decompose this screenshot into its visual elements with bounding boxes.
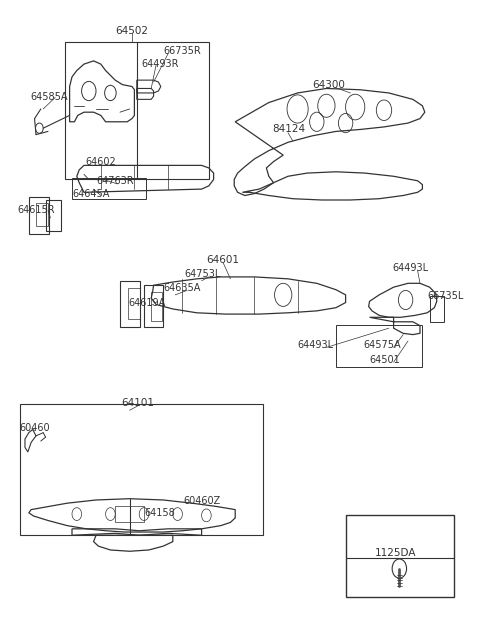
Text: 64585A: 64585A [30,92,68,103]
Bar [46,200,61,231]
Text: 64645A: 64645A [72,189,109,199]
Text: 64493L: 64493L [298,340,334,350]
Text: 1125DA: 1125DA [374,548,416,558]
Text: 64635A: 64635A [163,283,201,294]
Text: 84124: 84124 [273,124,306,135]
Text: 64101: 64101 [121,397,154,408]
Text: 64493L: 64493L [393,263,429,273]
Bar [151,292,162,320]
Text: 64753L: 64753L [185,269,221,279]
Text: 64158: 64158 [144,508,175,518]
Text: 64493R: 64493R [142,59,179,69]
Bar [120,281,140,327]
Text: 64763R: 64763R [96,176,133,187]
Bar [65,42,209,179]
Bar [29,197,49,234]
Text: 64601: 64601 [206,254,240,265]
Text: 66735L: 66735L [427,291,464,301]
Text: 64615R: 64615R [18,205,55,215]
Bar [430,296,444,322]
Text: 60460Z: 60460Z [183,496,221,506]
Text: 64501: 64501 [370,355,400,365]
Text: 64602: 64602 [85,157,116,167]
Text: 64575A: 64575A [363,340,400,350]
Text: 60460: 60460 [19,423,50,433]
Bar [115,506,144,522]
Bar [336,325,422,367]
Text: 64300: 64300 [312,79,345,90]
Bar [144,285,163,327]
Bar [20,404,263,535]
Text: 66735R: 66735R [163,46,201,56]
Text: 64502: 64502 [115,26,148,36]
Text: 64619A: 64619A [129,298,166,308]
Bar [36,203,48,226]
Bar [346,515,454,597]
Bar [72,178,146,199]
Bar [128,288,140,319]
